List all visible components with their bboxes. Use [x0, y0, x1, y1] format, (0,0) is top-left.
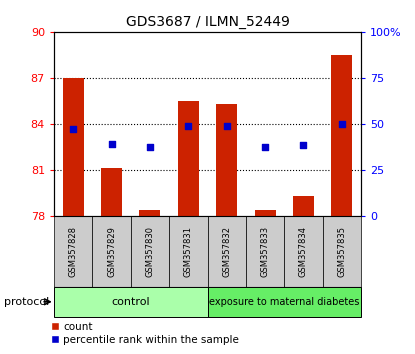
Text: GSM357833: GSM357833	[261, 226, 270, 277]
Text: GSM357828: GSM357828	[68, 226, 78, 277]
Bar	[216, 104, 237, 216]
Point	[300, 143, 307, 148]
Text: GSM357834: GSM357834	[299, 226, 308, 277]
Text: GSM357832: GSM357832	[222, 226, 231, 277]
Point	[339, 121, 345, 127]
Text: exposure to maternal diabetes: exposure to maternal diabetes	[209, 297, 359, 307]
Bar	[293, 196, 314, 216]
Legend: count, percentile rank within the sample: count, percentile rank within the sample	[47, 317, 244, 349]
Bar	[93, 216, 131, 287]
Text: GSM357835: GSM357835	[337, 226, 347, 277]
Bar	[284, 216, 323, 287]
Bar	[139, 210, 161, 216]
Text: GSM357830: GSM357830	[145, 226, 154, 277]
Point	[70, 126, 76, 131]
Text: GSM357829: GSM357829	[107, 226, 116, 277]
Bar	[101, 169, 122, 216]
Bar	[208, 216, 246, 287]
Text: control: control	[111, 297, 150, 307]
Bar	[323, 216, 361, 287]
Text: protocol: protocol	[4, 297, 49, 307]
Bar	[131, 216, 169, 287]
Bar	[54, 216, 92, 287]
Point	[146, 144, 153, 150]
Point	[262, 144, 269, 150]
Bar	[246, 216, 284, 287]
Text: GSM357831: GSM357831	[184, 226, 193, 277]
Point	[108, 141, 115, 147]
Bar	[254, 210, 276, 216]
Bar	[63, 78, 84, 216]
Bar	[169, 216, 208, 287]
Bar	[208, 287, 361, 317]
Point	[185, 124, 192, 129]
Bar	[54, 287, 208, 317]
Title: GDS3687 / ILMN_52449: GDS3687 / ILMN_52449	[126, 16, 289, 29]
Point	[223, 124, 230, 129]
Bar	[331, 55, 352, 216]
Bar	[178, 101, 199, 216]
